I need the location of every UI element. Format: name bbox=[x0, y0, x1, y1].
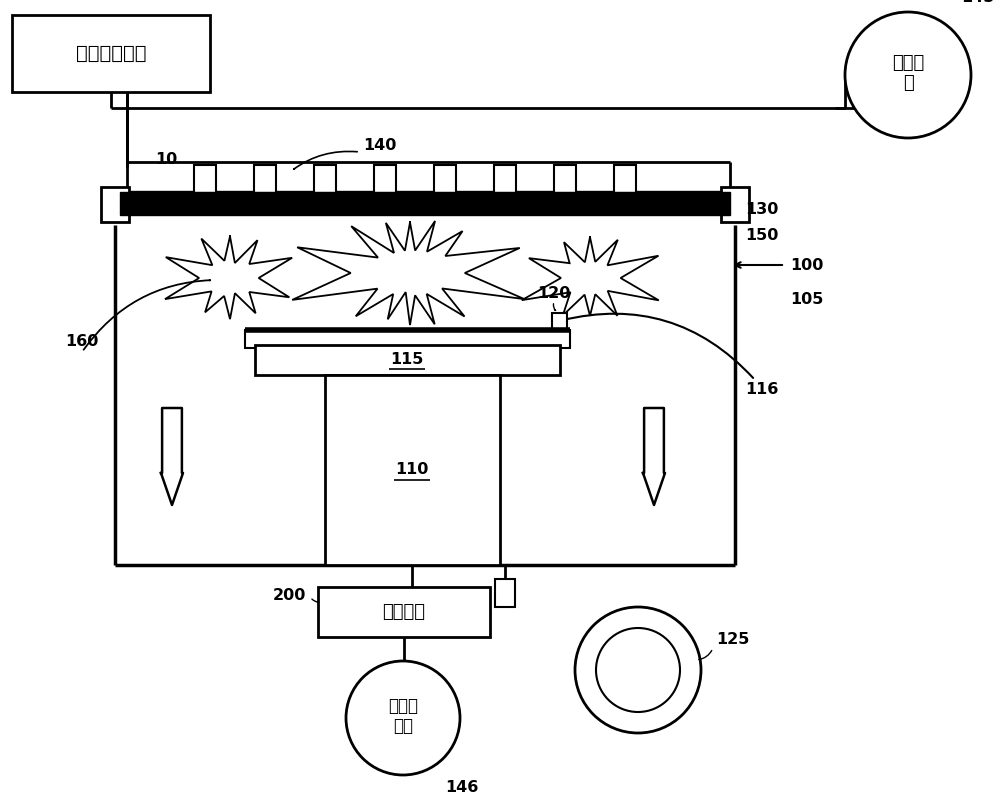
Bar bbox=[255, 345, 560, 375]
Bar bbox=[494, 165, 516, 193]
Bar bbox=[245, 330, 570, 348]
Text: 145: 145 bbox=[961, 0, 994, 5]
Bar bbox=[325, 375, 500, 565]
Text: 110: 110 bbox=[395, 462, 429, 477]
Text: 100: 100 bbox=[790, 257, 823, 272]
FancyArrowPatch shape bbox=[699, 650, 712, 660]
Text: 偏置功
率源: 偏置功 率源 bbox=[388, 696, 418, 735]
Text: 125: 125 bbox=[716, 633, 749, 647]
Bar bbox=[434, 165, 456, 193]
Polygon shape bbox=[643, 408, 665, 505]
Bar bbox=[120, 192, 730, 215]
Text: 150: 150 bbox=[745, 228, 778, 242]
Text: 10: 10 bbox=[155, 152, 177, 168]
Bar bbox=[101, 187, 129, 222]
Bar bbox=[552, 313, 567, 330]
Text: 气体供应装置: 气体供应装置 bbox=[76, 44, 146, 63]
FancyArrowPatch shape bbox=[562, 314, 753, 378]
Polygon shape bbox=[165, 237, 292, 319]
Bar bbox=[318, 587, 490, 637]
Text: 160: 160 bbox=[65, 334, 99, 349]
Text: 140: 140 bbox=[363, 137, 397, 152]
FancyArrowPatch shape bbox=[553, 304, 556, 310]
Polygon shape bbox=[522, 237, 659, 316]
Polygon shape bbox=[161, 408, 183, 505]
Bar bbox=[495, 579, 515, 607]
Text: 源功率
源: 源功率 源 bbox=[892, 54, 924, 92]
Text: 匹配网络: 匹配网络 bbox=[382, 603, 426, 621]
Circle shape bbox=[596, 628, 680, 712]
Bar bbox=[254, 165, 276, 193]
FancyArrowPatch shape bbox=[312, 599, 319, 603]
Text: 115: 115 bbox=[390, 353, 424, 368]
Bar bbox=[721, 187, 749, 222]
Text: 120: 120 bbox=[537, 286, 570, 300]
Bar bbox=[314, 165, 336, 193]
Text: 146: 146 bbox=[445, 780, 478, 794]
FancyArrowPatch shape bbox=[84, 280, 210, 349]
FancyArrowPatch shape bbox=[294, 152, 357, 169]
Circle shape bbox=[575, 607, 701, 733]
Circle shape bbox=[346, 661, 460, 775]
Text: 105: 105 bbox=[790, 292, 823, 307]
Text: 130: 130 bbox=[745, 202, 778, 218]
Polygon shape bbox=[292, 221, 524, 325]
Text: 116: 116 bbox=[745, 383, 778, 398]
Bar bbox=[194, 165, 216, 193]
Bar bbox=[614, 165, 636, 193]
Circle shape bbox=[845, 12, 971, 138]
Bar bbox=[374, 165, 396, 193]
Text: 200: 200 bbox=[273, 588, 306, 603]
Bar bbox=[12, 15, 210, 92]
Bar bbox=[554, 165, 576, 193]
